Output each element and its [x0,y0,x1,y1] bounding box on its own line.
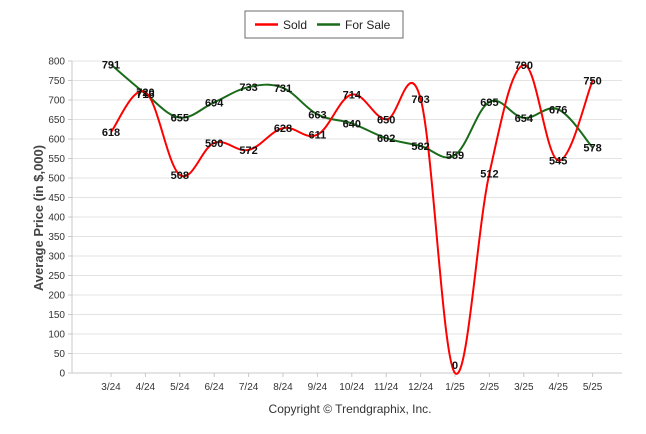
legend-label-sold: Sold [283,18,307,32]
data-label-sold: 545 [549,155,567,167]
y-axis-title: Average Price (in $,000) [31,145,46,291]
y-tick-label: 750 [48,76,65,87]
series-line-sold [110,63,594,375]
x-tick-label: 9/24 [308,382,328,393]
data-labels: 618 720 508 590 572 628 611 714 650 703 0 512 790 545… [102,60,602,372]
data-label-sold: 572 [239,145,257,157]
y-tick-label: 600 [48,135,65,146]
data-label-for-sale: 655 [171,113,189,125]
y-tick-label: 300 [48,252,65,263]
data-label-for-sale: 602 [377,133,395,145]
data-label-for-sale: 663 [308,109,326,121]
data-label-sold: 650 [377,115,395,127]
y-axis-ticks: 0 50 100 150 200 250 300 350 400 450 500 550 600 650 7… [48,57,72,380]
data-label-for-sale: 559 [446,150,464,162]
legend: Sold For Sale [244,10,404,39]
data-label-sold: 714 [343,90,362,102]
series-lines [110,63,594,375]
x-tick-label: 2/25 [480,382,500,393]
data-label-for-sale: 676 [549,104,567,116]
data-label-sold: 720 [136,87,154,99]
data-label-sold: 611 [309,130,327,142]
x-tick-label: 8/24 [273,382,293,393]
y-tick-label: 150 [48,310,65,321]
data-label-for-sale: 695 [480,97,498,109]
y-tick-label: 350 [48,232,65,243]
copyright-credit: Copyright © Trendgraphix, Inc. [269,402,432,416]
data-label-sold: 618 [102,127,120,139]
x-tick-label: 5/24 [170,382,190,393]
x-axis-ticks: 3/24 4/24 5/24 6/24 7/24 8/24 9/24 10/24 11/24 12… [101,373,603,393]
x-tick-label: 7/24 [239,382,259,393]
data-label-sold: 0 [452,360,458,372]
x-tick-label: 4/24 [136,382,156,393]
y-tick-label: 100 [48,330,65,341]
x-tick-label: 5/25 [583,382,603,393]
x-tick-label: 4/25 [548,382,568,393]
data-label-sold: 703 [411,94,429,106]
data-label-sold: 750 [583,76,601,88]
x-tick-label: 10/24 [339,382,364,393]
data-label-for-sale: 578 [583,143,601,155]
y-tick-label: 250 [48,271,65,282]
data-label-for-sale: 791 [102,60,120,72]
data-label-for-sale: 654 [515,113,534,125]
data-label-for-sale: 731 [274,83,292,95]
legend-label-for-sale: For Sale [345,18,391,32]
data-label-sold: 790 [515,60,533,72]
y-tick-label: 400 [48,213,65,224]
x-tick-label: 3/24 [101,382,121,393]
y-tick-label: 650 [48,115,65,126]
x-tick-label: 12/24 [408,382,433,393]
data-label-for-sale: 582 [411,141,429,153]
data-label-for-sale: 733 [239,82,257,94]
data-label-for-sale: 640 [343,118,361,130]
y-tick-label: 200 [48,291,65,302]
data-label-sold: 508 [171,170,189,182]
x-tick-label: 3/25 [514,382,534,393]
data-label-for-sale: 694 [205,97,224,109]
x-tick-label: 6/24 [204,382,224,393]
y-tick-label: 50 [54,349,66,360]
y-tick-label: 550 [48,154,65,165]
data-label-for-sale: 716 [136,89,154,101]
x-tick-label: 1/25 [445,382,465,393]
y-tick-label: 0 [59,369,65,380]
data-label-sold: 628 [274,123,292,135]
series-line-for-sale [110,63,594,159]
data-label-sold: 590 [205,138,223,150]
y-tick-label: 450 [48,193,65,204]
y-tick-label: 500 [48,174,65,185]
x-tick-label: 11/24 [374,382,399,393]
data-label-sold: 512 [480,168,498,180]
y-tick-label: 800 [48,57,65,68]
y-tick-label: 700 [48,96,65,107]
